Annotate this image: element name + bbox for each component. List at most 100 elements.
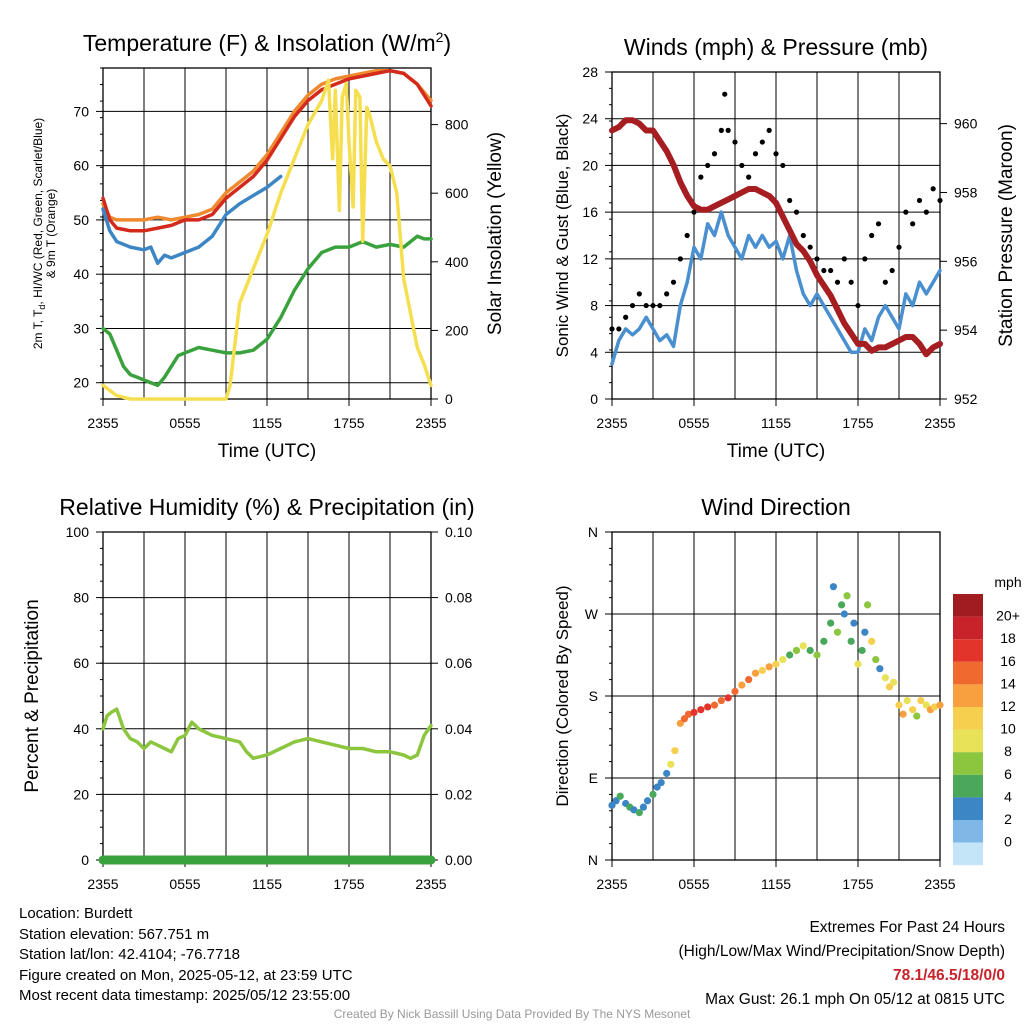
gust-point [773,151,779,157]
y-tick-label: 100 [66,524,90,540]
y2-tick-label: 600 [445,185,469,201]
direction-point [684,710,693,718]
gust-point [862,256,868,262]
y2-tick-label: 0.00 [445,852,472,868]
direction-point [813,651,821,659]
panel-title: Relative Humidity (%) & Precipitation (i… [59,494,474,520]
direction-point [704,703,712,711]
y-tick-label: 12 [582,251,598,267]
panel-temp: Temperature (F) & Insolation (W/m2) 2355 0… [31,29,506,462]
gust-point [609,326,615,332]
extremes-panel: Extremes For Past 24 Hours (High/Low/Max… [679,916,1006,1012]
y-tick-label: N [588,524,598,540]
x-tick-label: 0555 [169,876,200,892]
extremes-subtitle: (High/Low/Max Wind/Precipitation/Snow De… [678,943,1006,960]
station-info: Location: Burdett Station elevation: 567… [19,904,353,1007]
x-tick-label: 0555 [678,876,709,892]
legend-label: 4 [1004,788,1012,804]
series-line [101,234,433,388]
x-tick-label: 1755 [842,415,873,431]
direction-point [792,646,801,655]
direction-point [738,681,746,689]
direction-point [850,619,858,627]
direction-point [731,687,739,696]
direction-point [861,628,869,636]
gust-point [643,302,649,309]
gust-point [732,139,738,145]
y2-tick-label: 0.04 [445,721,472,737]
y-tick-label: 30 [73,320,89,336]
x-tick-label: 1755 [333,876,364,892]
gust-point [848,279,854,285]
y-tick-label: 60 [73,158,89,174]
gust-point [718,127,724,133]
legend-swatch [953,774,983,798]
gust-point [882,279,888,285]
direction-point [858,646,866,655]
gust-point [725,127,731,133]
y2-tick-label: 0.10 [445,524,472,540]
gust-point [800,232,806,239]
legend-swatch [953,820,983,843]
direction-point [840,610,848,618]
gust-point [869,232,875,239]
direction-point [833,628,842,636]
direction-point [909,706,917,714]
gust-point [677,256,683,262]
direction-point [903,696,911,705]
direction-point [616,792,624,800]
x-tick-label: 2355 [415,415,446,431]
y-axis-label-line1: 2m T, T [31,309,45,349]
x-tick-label: 2355 [415,876,446,892]
legend-label: 0 [1004,834,1012,850]
panel-title: Wind Direction [701,494,851,520]
gust-point [780,162,786,169]
y-tick-label: 50 [73,212,89,228]
direction-point [717,696,725,705]
y-tick-label: 20 [73,375,89,391]
legend-swatch [953,729,983,753]
y-tick-label: 24 [582,111,598,127]
x-tick-label: 1755 [842,876,873,892]
plot-frame [611,531,941,861]
series-line [101,68,433,233]
y2-tick-label: 952 [954,391,978,407]
direction-point [881,674,889,682]
direction-point [643,797,652,805]
direction-point [657,778,665,787]
legend-swatch [953,752,983,775]
title-end: ) [443,30,451,56]
direction-point [758,666,766,675]
gust-point [875,221,882,227]
gust-point [705,162,711,169]
panel-title: Temperature (F) & Insolation (W/m2) [83,29,451,56]
gust-point [636,291,642,297]
legend-label: 12 [1000,698,1016,714]
direction-point [745,676,753,684]
y2-axis-label: Station Pressure (Maroon) [996,124,1017,347]
gust-point [722,91,728,97]
direction-point [663,769,671,778]
gust-point [787,197,793,204]
gust-point [828,267,834,274]
y2-tick-label: 0.06 [445,655,472,671]
x-tick-label: 2355 [924,415,955,431]
x-axis-label: Time (UTC) [727,441,826,462]
location-text: Location: Burdett [19,905,133,922]
y2-tick-label: 960 [954,116,978,132]
y-tick-label: 40 [73,266,89,282]
direction-point [635,809,643,817]
direction-point [671,747,679,755]
gust-point [698,174,704,180]
title-superscript: 2 [436,29,444,45]
y-tick-label: 70 [73,103,89,119]
direction-point [806,646,814,655]
legend-swatch [953,707,983,730]
gust-point [841,256,847,262]
legend-label: 6 [1004,766,1012,782]
y-tick-label: 4 [590,344,598,360]
legend-swatch [953,594,983,617]
series-line [101,78,433,401]
gust-point [889,267,895,274]
y-axis-label: Percent & Precipitation [22,599,43,792]
